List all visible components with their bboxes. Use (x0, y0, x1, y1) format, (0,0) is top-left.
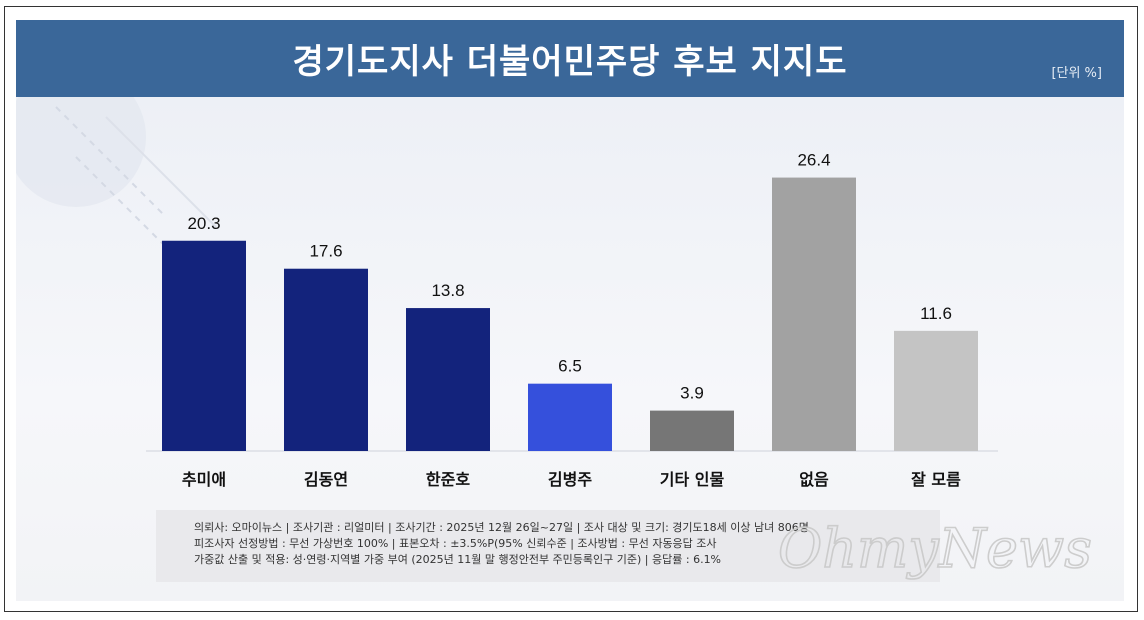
note-line-sponsor: 의뢰사: 오마이뉴스 | 조사기관 : 리얼미터 | 조사기간 : 2025년 … (194, 521, 809, 534)
value-label: 26.4 (797, 151, 830, 170)
survey-notes: 의뢰사: 오마이뉴스 | 조사기관 : 리얼미터 | 조사기간 : 2025년 … (156, 510, 940, 582)
category-label: 추미애 (182, 470, 226, 489)
bar-5 (650, 410, 734, 451)
note-line-weighting: 가중값 산출 및 적용: 성·연령·지역별 가중 부여 (2025년 11월 말… (194, 553, 722, 566)
value-label: 20.3 (187, 214, 220, 233)
category-label: 잘 모름 (911, 470, 961, 489)
bar-3 (406, 308, 490, 451)
background-decoration (16, 97, 217, 278)
bar-1 (162, 240, 246, 451)
bar-chart: 20.3 추미애 17.6 김동연 13.8 한준호 6.5 김병주 3.9 기타 인물 26.4 없… (146, 151, 998, 489)
unit-label: [단위 %] (1051, 66, 1102, 81)
bar-2 (284, 268, 368, 451)
bar-7 (894, 330, 978, 451)
chart-title: 경기도지사 더불어민주당 후보 지지도 (292, 42, 848, 82)
value-label: 17.6 (309, 242, 342, 261)
category-label: 김동연 (304, 470, 348, 489)
value-label: 3.9 (680, 384, 704, 403)
value-label: 11.6 (920, 304, 952, 323)
value-label: 13.8 (431, 281, 464, 300)
category-label: 한준호 (426, 470, 470, 489)
note-line-sampling: 피조사자 선정방법 : 무선 가상번호 100% | 표본오차 : ±3.5%P… (194, 537, 717, 550)
category-label: 없음 (799, 470, 829, 489)
bar-4 (528, 383, 612, 451)
ohmynews-watermark: OhmyNews (777, 516, 1093, 581)
category-label: 김병주 (548, 470, 592, 489)
title-banner: 경기도지사 더불어민주당 후보 지지도 [단위 %] (16, 20, 1124, 97)
watermark-text: OhmyNews (778, 517, 1092, 580)
bar-6 (772, 177, 856, 452)
category-label: 기타 인물 (660, 470, 725, 489)
value-label: 6.5 (558, 357, 582, 376)
